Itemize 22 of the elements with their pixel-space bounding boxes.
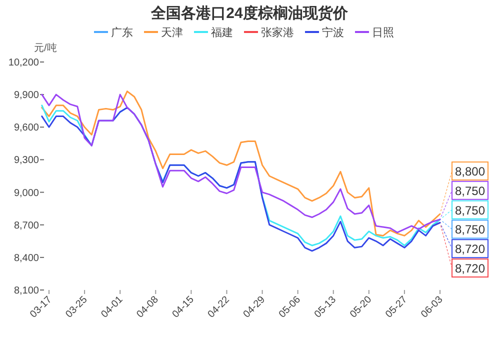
data-label: 8,750 <box>454 184 486 198</box>
legend-label: 福建 <box>211 26 233 39</box>
y-tick-label: 9,600 <box>14 122 40 134</box>
legend-label: 广东 <box>111 26 133 39</box>
y-tick-label: 8,700 <box>14 220 40 232</box>
data-label: 8,720 <box>454 242 486 256</box>
y-tick-label: 9,300 <box>14 155 40 166</box>
title: 全国各港口24度棕榈油现货价 <box>151 5 348 22</box>
data-label: 8,720 <box>454 262 486 276</box>
y-tick-label: 8,400 <box>14 252 40 264</box>
y-tick-label: 9,000 <box>14 188 40 199</box>
data-label: 8,750 <box>454 203 486 218</box>
y-tick-label: 10,200 <box>8 58 40 68</box>
y-tick-label: 9,900 <box>14 90 40 102</box>
ylabel: 元/吨 <box>34 43 57 54</box>
y-tick-label: 8,100 <box>14 286 40 296</box>
legend-label: 日照 <box>372 27 394 39</box>
legend-label: 宁波 <box>322 26 344 39</box>
data-label: 8,750 <box>454 222 486 237</box>
data-label: 8,800 <box>454 164 486 178</box>
legend-label: 天津 <box>161 26 183 39</box>
legend-label: 张家港 <box>261 26 294 39</box>
